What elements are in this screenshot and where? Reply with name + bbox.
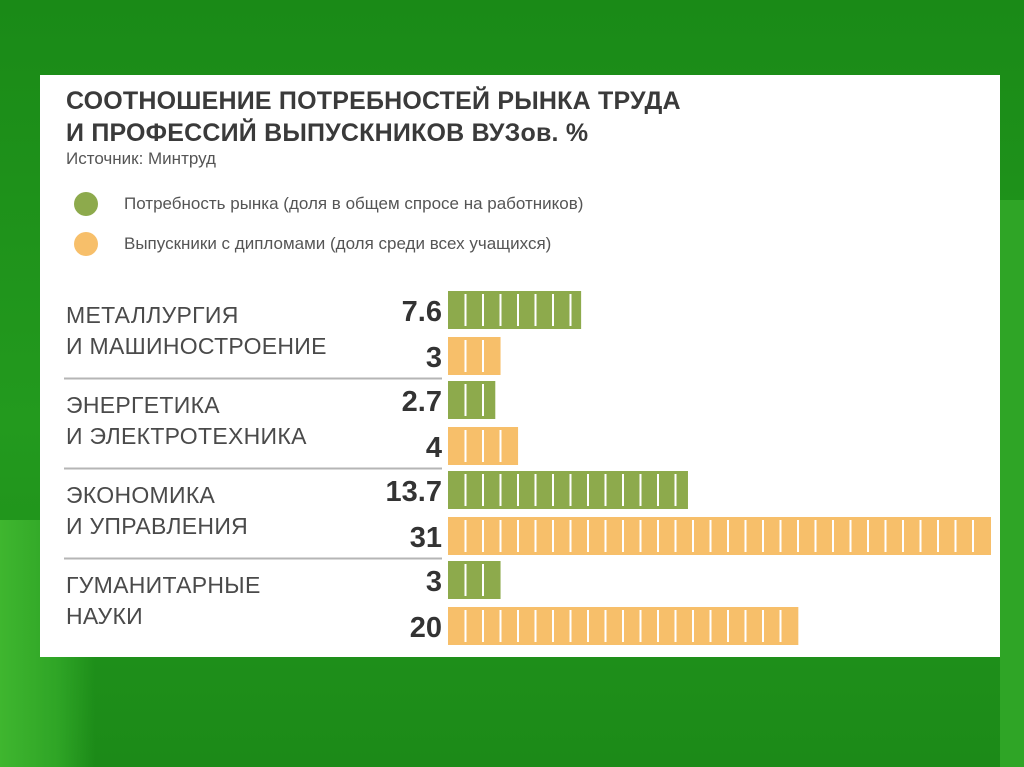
bar-demand-2	[448, 471, 688, 509]
category-label-1-0: ЭНЕРГЕТИКА	[66, 392, 220, 418]
bar-chart: МЕТАЛЛУРГИЯ И МАШИНОСТРОЕНИЕ 7.6 3 ЭНЕРГЕТИК…	[64, 291, 991, 645]
legend-label-graduates: Выпускники с дипломами (доля среди всех …	[124, 234, 552, 253]
value-label-0-3: 3	[426, 566, 442, 598]
legend-swatch-demand	[74, 192, 98, 216]
value-label-0-1: 2.7	[402, 386, 442, 418]
value-label-0-2: 13.7	[386, 476, 442, 508]
bar-demand-1	[448, 381, 496, 419]
value-label-1-0: 3	[426, 342, 442, 374]
chart-title: СООТНОШЕНИЕ ПОТРЕБНОСТЕЙ РЫНКА ТРУДА И П…	[66, 85, 766, 149]
value-label-1-2: 31	[410, 522, 442, 554]
chart-panel: СООТНОШЕНИЕ ПОТРЕБНОСТЕЙ РЫНКА ТРУДА И П…	[40, 75, 1000, 657]
category-label-3-0: ГУМАНИТАРНЫЕ	[66, 572, 261, 598]
value-label-1-1: 4	[426, 432, 442, 464]
category-label-3-1: НАУКИ	[66, 603, 143, 629]
legend-item-graduates: Выпускники с дипломами (доля среди всех …	[74, 231, 551, 257]
legend-swatch-graduates	[74, 232, 98, 256]
category-label-2-1: И УПРАВЛЕНИЯ	[66, 513, 248, 539]
bar-graduates-0	[448, 337, 501, 375]
category-label-2-0: ЭКОНОМИКА	[66, 482, 216, 508]
bar-demand-3	[448, 561, 501, 599]
bar-demand-0	[448, 291, 582, 329]
category-label-0-1: И МАШИНОСТРОЕНИЕ	[66, 333, 327, 359]
category-label-1-1: И ЭЛЕКТРОТЕХНИКА	[66, 423, 307, 449]
bar-graduates-2	[448, 517, 991, 555]
legend-label-demand: Потребность рынка (доля в общем спросе н…	[124, 194, 584, 213]
chart-title-line1: СООТНОШЕНИЕ ПОТРЕБНОСТЕЙ РЫНКА ТРУДА	[66, 87, 681, 115]
category-label-0-0: МЕТАЛЛУРГИЯ	[66, 302, 239, 328]
legend-item-demand: Потребность рынка (доля в общем спросе н…	[74, 191, 583, 217]
chart-source: Источник: Минтруд	[66, 149, 216, 168]
background-stripe-right	[1000, 200, 1024, 767]
value-label-0-0: 7.6	[402, 296, 442, 328]
chart-title-line2: И ПРОФЕССИЙ ВЫПУСКНИКОВ ВУЗов. %	[66, 119, 589, 147]
value-label-1-3: 20	[410, 612, 442, 644]
